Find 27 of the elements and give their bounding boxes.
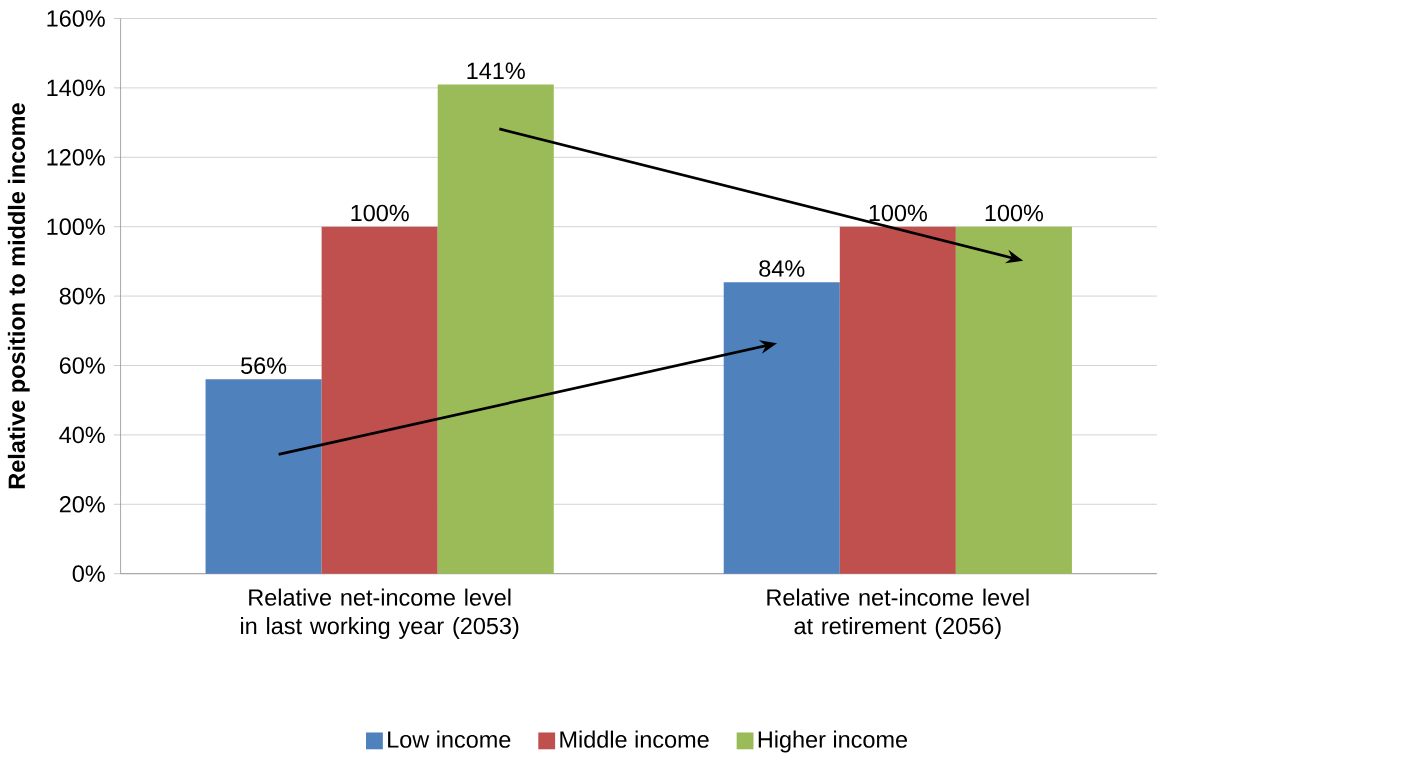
y-tick-label: 40% <box>59 426 105 444</box>
y-tick-label: 0% <box>72 565 105 583</box>
legend-label: Middle income <box>560 730 709 748</box>
bar <box>437 84 554 574</box>
data-label: 141% <box>467 62 525 80</box>
bar <box>839 226 956 574</box>
y-tick-label: 160% <box>47 10 105 27</box>
y-tick-label: 60% <box>59 357 105 374</box>
bar <box>955 226 1072 574</box>
data-label: 100% <box>351 204 409 222</box>
y-tick-label: 100% <box>47 218 105 236</box>
y-axis-title: Relative position to middle income <box>7 103 30 489</box>
data-label: 100% <box>985 204 1044 222</box>
bar <box>723 282 840 574</box>
legend-label: Higher income <box>758 730 908 753</box>
x-tick-label: Relative net-income level at retirement (2056) <box>767 588 1029 639</box>
y-tick-label: 20% <box>59 496 105 513</box>
y-tick-label: 120% <box>47 149 105 166</box>
y-tick-label: 140% <box>47 79 105 97</box>
data-label: 56% <box>241 357 287 375</box>
bar <box>205 379 322 574</box>
x-tick-label: Relative net-income level in last working year (2053) <box>241 588 519 639</box>
y-tick-label: 80% <box>59 287 105 305</box>
data-label: 100% <box>869 204 927 222</box>
data-label: 84% <box>759 260 805 277</box>
bar <box>321 226 438 574</box>
legend-label: Low income <box>388 730 511 748</box>
